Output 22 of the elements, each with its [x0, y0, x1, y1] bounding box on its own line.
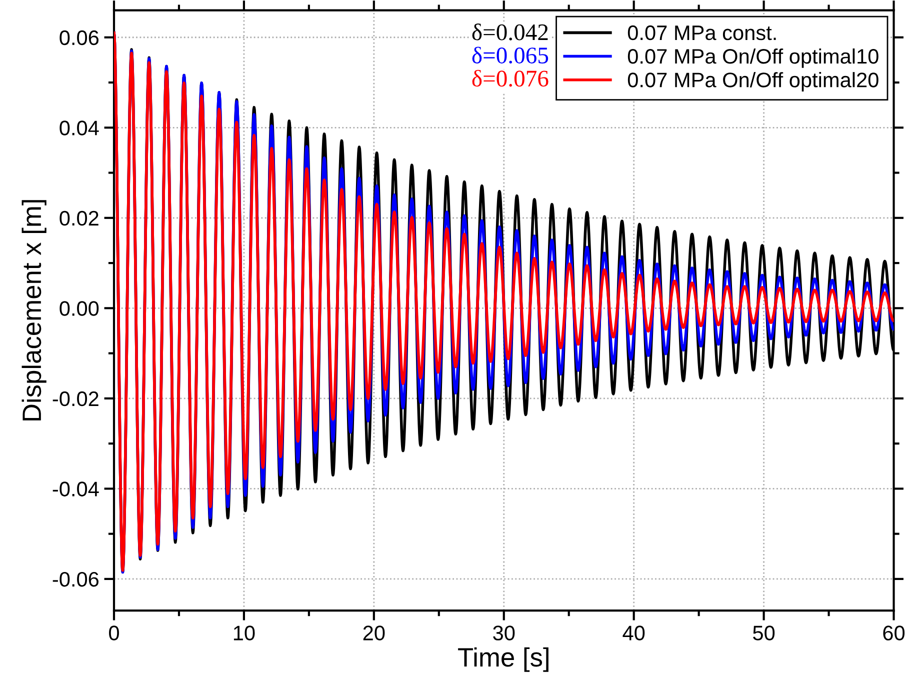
y-tick-label: 0.06 — [60, 30, 99, 46]
y-tick-label: 0.00 — [60, 301, 99, 316]
legend-label: 0.07 MPa On/Off optimal20 — [628, 72, 878, 92]
y-tick-label: -0.06 — [52, 572, 99, 587]
annotation: δ=0.065 — [472, 46, 548, 64]
x-axis-title: Time [s] — [458, 647, 548, 672]
legend-label: 0.07 MPa const. — [628, 25, 776, 40]
legend-label: 0.07 MPa On/Off optimal10 — [628, 48, 878, 68]
x-tick-label: 0 — [109, 626, 119, 640]
annotation: δ=0.076 — [472, 70, 548, 87]
x-tick-label: 50 — [753, 626, 775, 640]
y-axis-title: Displacement x [m] — [22, 200, 46, 420]
x-tick-label: 20 — [363, 626, 385, 640]
x-tick-label: 10 — [234, 626, 255, 640]
x-tick-label: 40 — [622, 626, 645, 640]
x-tick-label: 60 — [883, 626, 905, 640]
annotation: δ=0.042 — [472, 24, 548, 40]
y-tick-label: -0.02 — [52, 391, 98, 406]
y-tick-label: 0.04 — [60, 120, 99, 136]
x-tick-label: 30 — [493, 626, 515, 640]
y-tick-label: 0.02 — [60, 210, 98, 226]
y-tick-label: -0.04 — [52, 482, 99, 496]
